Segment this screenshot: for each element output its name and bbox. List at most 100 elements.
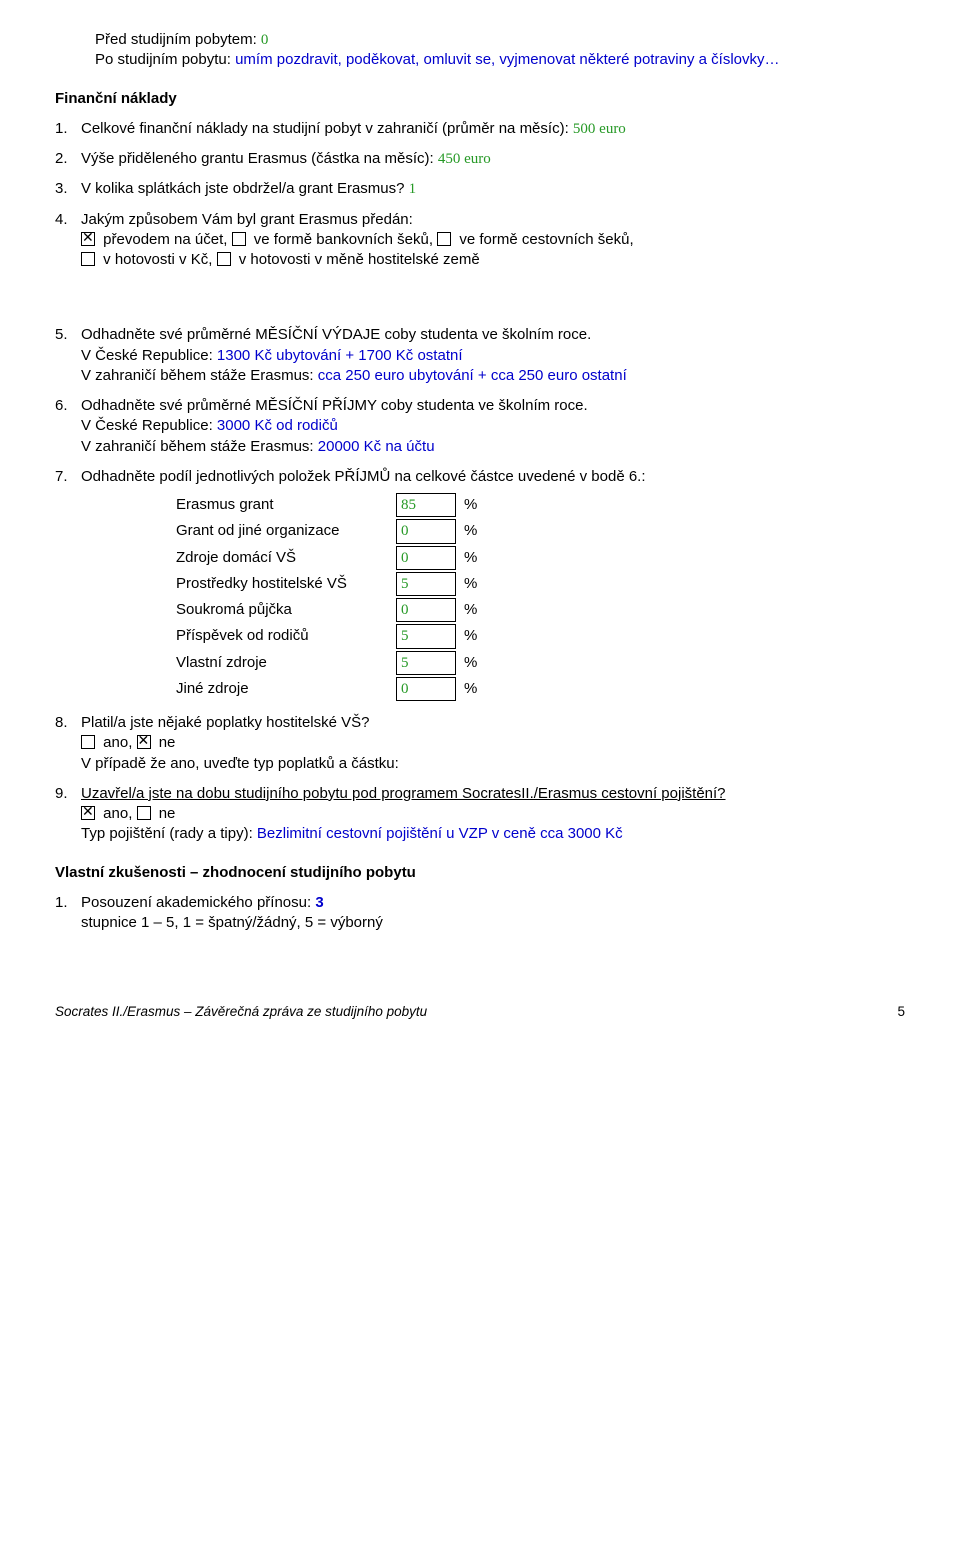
q5-ab-label: V zahraničí během stáže Erasmus: [81,367,314,384]
q9-body: Uzavřel/a jste na dobu studijního pobytu… [81,784,905,845]
section-experience-title: Vlastní zkušenosti – zhodnocení studijní… [55,863,905,883]
q5-cz: V České Republice: 1300 Kč ubytování + 1… [81,346,905,366]
q9-options: ano, ne [81,804,905,824]
q4-checkbox-bankcheq[interactable] [232,232,246,246]
pct-label: Jiné zdroje [176,679,396,699]
q4-checkbox-cash-czk[interactable] [81,252,95,266]
section-finance-title: Finanční náklady [55,89,905,109]
q8-opt-no: ne [159,734,176,751]
question-4: 4. Jakým způsobem Vám byl grant Erasmus … [55,210,905,271]
q4-checkbox-account[interactable] [81,232,95,246]
pct-suffix: % [464,521,477,541]
pct-label: Zdroje domácí VŠ [176,548,396,568]
exp1-val: 3 [315,894,323,911]
q1-body: Celkové finanční náklady na studijní pob… [81,119,905,139]
q9-opt-yes: ano, [103,805,132,822]
question-3: 3. V kolika splátkách jste obdržel/a gra… [55,179,905,199]
q9-checkbox-no[interactable] [137,806,151,820]
q9-num: 9. [55,784,81,845]
exp1-text: Posouzení akademického přínosu: [81,894,311,911]
pct-suffix: % [464,679,477,699]
pct-label: Erasmus grant [176,495,396,515]
pct-label: Vlastní zdroje [176,653,396,673]
q2-val: 450 euro [438,151,491,167]
pct-value: 5 [396,624,456,648]
q4-opt-b: ve formě bankovních šeků, [254,231,433,248]
pct-value: 0 [396,677,456,701]
intro-block: Před studijním pobytem: 0 Po studijním p… [55,30,905,71]
q9-opt-no: ne [159,805,176,822]
pct-value: 0 [396,519,456,543]
question-7: 7. Odhadněte podíl jednotlivých položek … [55,467,905,703]
footer-left: Socrates II./Erasmus – Závěrečná zpráva … [55,1003,427,1021]
q6-cz-label: V České Republice: [81,417,213,434]
exp1-body: Posouzení akademického přínosu: 3 stupni… [81,893,905,934]
q5-abroad: V zahraničí během stáže Erasmus: cca 250… [81,366,905,386]
q6-abroad: V zahraničí během stáže Erasmus: 20000 K… [81,437,905,457]
pct-suffix: % [464,548,477,568]
intro-after-val: umím pozdravit, poděkovat, omluvit se, v… [235,51,779,68]
pct-suffix: % [464,626,477,646]
q4-options: převodem na účet, ve formě bankovních še… [81,230,905,271]
q8-checkbox-no[interactable] [137,735,151,749]
intro-line-after: Po studijním pobytu: umím pozdravit, pod… [95,50,905,70]
q8-text: Platil/a jste nějaké poplatky hostitelsk… [81,713,905,733]
table-row: Prostředky hostitelské VŠ 5 % [176,572,905,596]
q2-body: Výše přiděleného grantu Erasmus (částka … [81,149,905,169]
q7-table: Erasmus grant 85 % Grant od jiné organiz… [81,493,905,701]
pct-suffix: % [464,495,477,515]
q7-text: Odhadněte podíl jednotlivých položek PŘÍ… [81,467,905,487]
pct-suffix: % [464,574,477,594]
intro-after-label: Po studijním pobytu: [95,51,231,68]
pct-label: Prostředky hostitelské VŠ [176,574,396,594]
q6-body: Odhadněte své průměrné MĚSÍČNÍ PŘÍJMY co… [81,396,905,457]
q8-body: Platil/a jste nějaké poplatky hostitelsk… [81,713,905,774]
exp1-num: 1. [55,893,81,934]
q5-body: Odhadněte své průměrné MĚSÍČNÍ VÝDAJE co… [81,325,905,386]
question-8: 8. Platil/a jste nějaké poplatky hostite… [55,713,905,774]
q8-num: 8. [55,713,81,774]
pct-value: 85 [396,493,456,517]
q1-num: 1. [55,119,81,139]
q4-text: Jakým způsobem Vám byl grant Erasmus pře… [81,210,905,230]
q9-follow: Typ pojištění (rady a tipy): Bezlimitní … [81,824,905,844]
intro-before-label: Před studijním pobytem: [95,31,257,48]
footer-page-number: 5 [897,1003,905,1021]
q1-val: 500 euro [573,121,626,137]
q8-follow: V případě že ano, uveďte typ poplatků a … [81,754,905,774]
q9-text: Uzavřel/a jste na dobu studijního pobytu… [81,784,905,804]
q8-checkbox-yes[interactable] [81,735,95,749]
q4-checkbox-cash-host[interactable] [217,252,231,266]
question-5: 5. Odhadněte své průměrné MĚSÍČNÍ VÝDAJE… [55,325,905,386]
pct-label: Příspěvek od rodičů [176,626,396,646]
q4-opt-d: v hotovosti v Kč, [103,251,212,268]
question-1: 1. Celkové finanční náklady na studijní … [55,119,905,139]
table-row: Jiné zdroje 0 % [176,677,905,701]
q1-text: Celkové finanční náklady na studijní pob… [81,120,569,137]
pct-value: 0 [396,598,456,622]
pct-suffix: % [464,600,477,620]
pct-value: 5 [396,651,456,675]
page-footer: Socrates II./Erasmus – Závěrečná zpráva … [55,1003,905,1021]
table-row: Grant od jiné organizace 0 % [176,519,905,543]
q5-text: Odhadněte své průměrné MĚSÍČNÍ VÝDAJE co… [81,325,905,345]
pct-label: Grant od jiné organizace [176,521,396,541]
q6-text: Odhadněte své průměrné MĚSÍČNÍ PŘÍJMY co… [81,396,905,416]
exp1-scale: stupnice 1 – 5, 1 = špatný/žádný, 5 = vý… [81,913,905,933]
q6-cz-val: 3000 Kč od rodičů [217,417,338,434]
q6-ab-val: 20000 Kč na účtu [318,438,435,455]
q5-cz-label: V České Republice: [81,347,213,364]
q3-num: 3. [55,179,81,199]
q3-val: 1 [409,181,417,197]
q2-num: 2. [55,149,81,169]
q7-num: 7. [55,467,81,703]
table-row: Vlastní zdroje 5 % [176,651,905,675]
q8-options: ano, ne [81,733,905,753]
q8-opt-yes: ano, [103,734,132,751]
q4-opt-e: v hotovosti v měně hostitelské země [239,251,480,268]
q4-checkbox-travelcheq[interactable] [437,232,451,246]
q6-num: 6. [55,396,81,457]
q9-checkbox-yes[interactable] [81,806,95,820]
q7-body: Odhadněte podíl jednotlivých položek PŘÍ… [81,467,905,703]
intro-line-before: Před studijním pobytem: 0 [95,30,905,50]
